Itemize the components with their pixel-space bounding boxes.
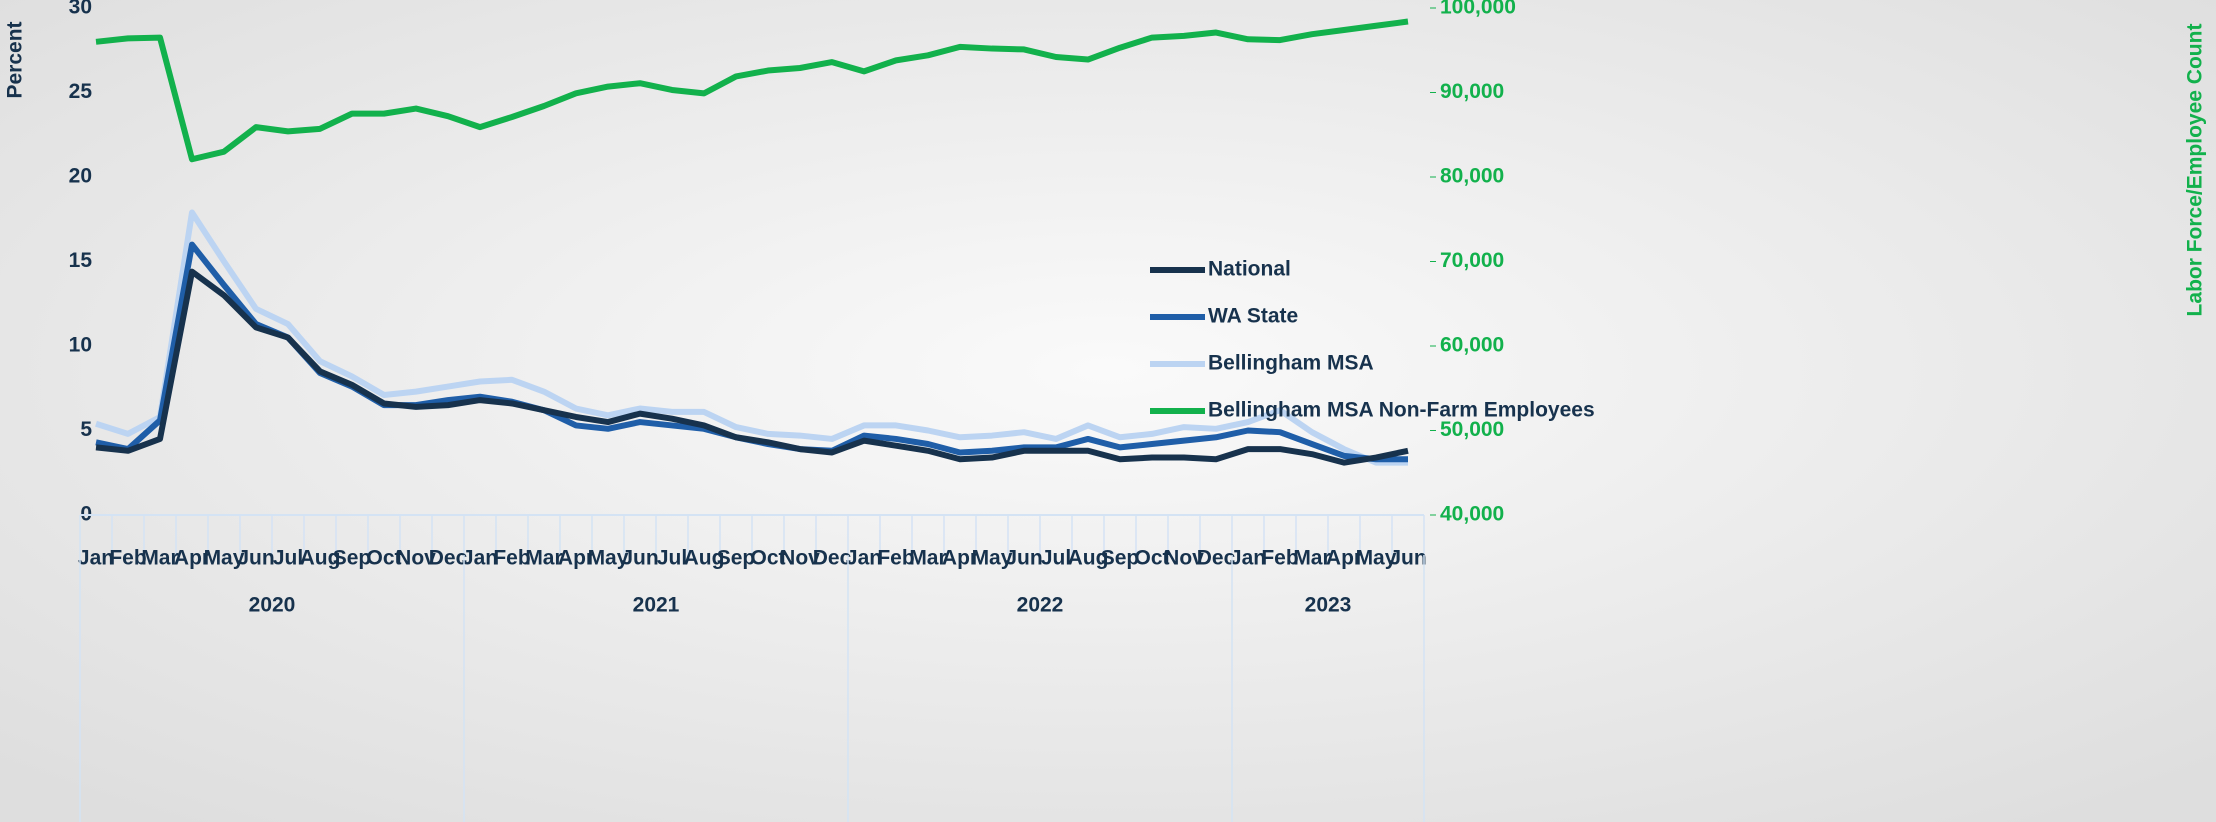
year-label: 2023 [1305, 594, 1352, 617]
y-tick-label: 30 [69, 0, 92, 19]
legend-label: WA State [1208, 305, 1298, 328]
x-tick-label: Dec [1197, 547, 1236, 570]
x-tick-label: Mar [909, 547, 946, 570]
x-tick-label: Jan [1230, 547, 1266, 570]
legend-label: Bellingham MSA [1208, 352, 1374, 375]
y-tick-label: 20 [69, 165, 92, 188]
x-tick-label: Jul [1041, 547, 1071, 570]
series-line [95, 268, 1409, 466]
x-tick-label: May [1356, 547, 1397, 570]
x-tick-label: Feb [877, 547, 914, 570]
x-tick-label: Dec [813, 547, 852, 570]
x-tick-label: Jan [462, 547, 498, 570]
x-tick-label: Aug [300, 547, 341, 570]
x-tick-label: Oct [750, 547, 785, 570]
x-tick-label: Jun [237, 547, 274, 570]
x-tick-label: May [972, 547, 1013, 570]
y2-tick-label: 80,000 [1440, 165, 1504, 188]
x-tick-label: May [588, 547, 629, 570]
y2-tick-label: 60,000 [1440, 334, 1504, 357]
x-tick-label: Apr [1326, 547, 1362, 570]
x-tick-label: Apr [558, 547, 594, 570]
x-tick-label: Mar [525, 547, 562, 570]
x-tick-label: Oct [366, 547, 401, 570]
x-tick-label: May [204, 547, 245, 570]
y2-axis-title: Labor Force/Employee Count [2184, 24, 2207, 317]
x-tick-label: Nov [1164, 547, 1204, 570]
year-label: 2022 [1017, 594, 1064, 617]
year-label: 2021 [633, 594, 680, 617]
x-tick-label: Sep [1101, 547, 1140, 570]
y-tick-label: 25 [69, 80, 93, 103]
x-tick-label: Jan [78, 547, 114, 570]
x-tick-label: Sep [333, 547, 372, 570]
x-tick-label: Sep [717, 547, 756, 570]
x-tick-label: Jun [621, 547, 658, 570]
y2-tick-label: 90,000 [1440, 80, 1504, 103]
legend-label: Bellingham MSA Non-Farm Employees [1208, 399, 1595, 422]
series-line [95, 18, 1409, 163]
x-tick-label: Jul [273, 547, 303, 570]
y-tick-label: 10 [69, 334, 92, 357]
y2-tick-label: 100,000 [1440, 0, 1516, 19]
x-tick-label: Feb [1261, 547, 1298, 570]
x-tick-label: Jun [1389, 547, 1426, 570]
series-line [95, 209, 1408, 466]
x-tick-label: Oct [1134, 547, 1169, 570]
y2-tick-label: 70,000 [1440, 249, 1504, 272]
x-tick-label: Feb [109, 547, 146, 570]
x-tick-label: Nov [780, 547, 820, 570]
x-tick-label: Apr [942, 547, 978, 570]
y2-tick-label: 40,000 [1440, 503, 1504, 526]
x-tick-label: Feb [493, 547, 530, 570]
x-tick-label: Aug [1068, 547, 1109, 570]
x-tick-label: Jul [657, 547, 687, 570]
x-tick-label: Mar [141, 547, 178, 570]
x-tick-label: Nov [396, 547, 436, 570]
y-axis-title: Percent [4, 21, 27, 98]
x-tick-label: Apr [174, 547, 210, 570]
legend-label: National [1208, 258, 1291, 281]
y-tick-label: 5 [80, 418, 92, 441]
x-tick-label: Dec [429, 547, 468, 570]
x-tick-label: Aug [684, 547, 725, 570]
y-tick-label: 15 [69, 249, 93, 272]
y2-tick-label: 50,000 [1440, 418, 1504, 441]
x-tick-label: Mar [1293, 547, 1330, 570]
x-tick-label: Jan [846, 547, 882, 570]
year-label: 2020 [249, 594, 296, 617]
x-tick-label: Jun [1005, 547, 1042, 570]
